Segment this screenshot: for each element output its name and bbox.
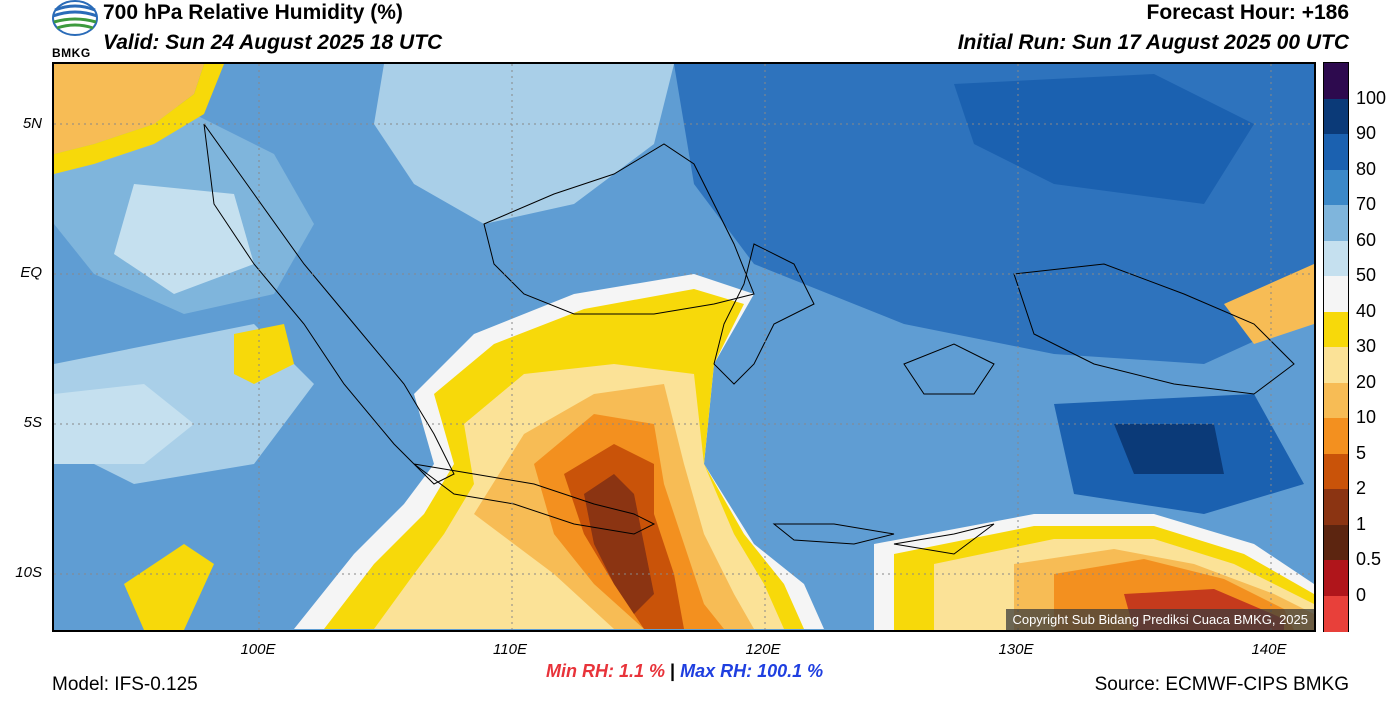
source-info: Source: ECMWF-CIPS BMKG <box>1094 674 1349 695</box>
logo-text: BMKG <box>52 46 91 60</box>
colorbar-label: 2 <box>1356 478 1367 498</box>
lon-label-110e: 110E <box>493 641 527 658</box>
colorbar-segment <box>1324 453 1348 490</box>
colorbar-segment <box>1324 169 1348 206</box>
colorbar-label: 0 <box>1356 584 1367 605</box>
colorbar-label: 60 <box>1356 229 1377 250</box>
initial-run: Initial Run: Sun 17 August 2025 00 UTC <box>957 31 1349 54</box>
colorbar-label: 50 <box>1356 265 1377 285</box>
rh-stats: Min RH: 1.1 % | Max RH: 100.1 % <box>546 661 823 682</box>
colorbar-segment <box>1324 489 1348 525</box>
colorbar-label: 100 <box>1356 87 1387 108</box>
colorbar-segment <box>1324 134 1348 170</box>
lon-label-140e: 140E <box>1251 641 1287 658</box>
colorbar-segment <box>1324 418 1348 454</box>
lat-label-eq: EQ <box>20 264 42 281</box>
min-rh: Min RH: 1.1 % <box>546 661 666 681</box>
lon-label-120e: 120E <box>745 641 781 658</box>
lon-label-130e: 130E <box>998 641 1034 658</box>
humidity-map <box>52 62 1316 632</box>
colorbar-label: 80 <box>1356 158 1377 179</box>
colorbar-segment <box>1324 382 1348 419</box>
colorbar-label: 10 <box>1356 407 1377 427</box>
colorbar-segment <box>1324 63 1348 99</box>
forecast-hour: Forecast Hour: +186 <box>1146 1 1350 24</box>
colorbar-segment <box>1324 240 1348 277</box>
colorbar-segment <box>1324 205 1348 241</box>
map-title: 700 hPa Relative Humidity (%) <box>103 1 403 24</box>
lat-label-5s: 5S <box>23 414 42 431</box>
colorbar-segment <box>1324 595 1348 632</box>
colorbar <box>1323 62 1349 632</box>
colorbar-label: 90 <box>1356 123 1377 143</box>
colorbar-label: 1 <box>1356 513 1367 534</box>
copyright-notice: Copyright Sub Bidang Prediksi Cuaca BMKG… <box>1006 609 1314 630</box>
colorbar-label: 30 <box>1356 336 1377 356</box>
valid-time: Valid: Sun 24 August 2025 18 UTC <box>103 31 443 54</box>
colorbar-label: 0.5 <box>1356 549 1382 569</box>
colorbar-segment <box>1324 311 1348 348</box>
colorbar-segment <box>1324 276 1348 312</box>
colorbar-segment <box>1324 347 1348 383</box>
model-info: Model: IFS-0.125 <box>52 674 198 695</box>
colorbar-segment <box>1324 524 1348 561</box>
bmkg-logo <box>50 0 100 60</box>
colorbar-label: 5 <box>1356 442 1367 463</box>
lat-label-5n: 5N <box>22 115 42 132</box>
colorbar-label: 70 <box>1356 194 1377 214</box>
colorbar-segment <box>1324 560 1348 596</box>
colorbar-segment <box>1324 98 1348 135</box>
stats-separator: | <box>670 661 676 681</box>
lat-label-10s: 10S <box>15 564 42 581</box>
colorbar-label: 20 <box>1356 371 1377 392</box>
lon-label-100e: 100E <box>240 641 276 658</box>
max-rh: Max RH: 100.1 % <box>680 661 824 681</box>
colorbar-label: 40 <box>1356 300 1377 321</box>
